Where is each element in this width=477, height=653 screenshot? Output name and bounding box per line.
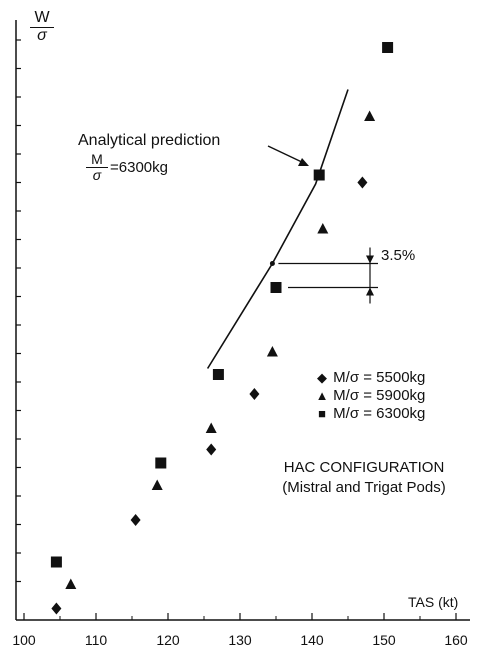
- data-point-triangle-1: [151, 479, 163, 490]
- legend-item-5900: ▲ M/σ = 5900kg: [315, 387, 426, 405]
- x-tick-label-140: 140: [300, 632, 324, 648]
- analytical-prediction-m: M: [86, 152, 108, 168]
- legend-item-6300: ■ M/σ = 6300kg: [315, 405, 425, 423]
- x-tick-label-150: 150: [372, 632, 396, 648]
- legend-triangle-icon: ▲: [315, 388, 329, 403]
- data-point-square-1: [155, 457, 167, 469]
- y-axis-label-denominator: σ: [37, 27, 47, 44]
- x-tick-label-160: 160: [444, 632, 468, 648]
- x-tick-label-120: 120: [156, 632, 180, 648]
- analytical-prediction-label: Analytical prediction: [78, 132, 221, 149]
- legend-diamond-icon: ◆: [317, 370, 327, 385]
- configuration-subtitle: (Mistral and Trigat Pods): [282, 479, 446, 496]
- x-tick-label-130: 130: [228, 632, 252, 648]
- gap-arrowhead-bottom: [366, 287, 374, 296]
- analytical-prediction-fraction: M σ: [86, 152, 108, 183]
- data-point-triangle-0: [65, 578, 77, 589]
- legend-label-5500: M/σ = 5500kg: [333, 369, 426, 386]
- analytical-prediction-sigma: σ: [92, 167, 102, 183]
- analytical-prediction-pointer: [267, 145, 307, 165]
- legend-item-5500: ◆ M/σ = 5500kg: [315, 369, 425, 387]
- data-point-square-3: [270, 282, 282, 293]
- gap-annotation-label: 3.5%: [381, 247, 416, 264]
- x-axis-label: TAS (kt): [408, 594, 459, 610]
- data-point-triangle-3: [266, 346, 278, 357]
- data-point-square-4: [313, 169, 325, 181]
- configuration-title: HAC CONFIGURATION: [283, 459, 445, 476]
- data-point-diamond-2: [206, 443, 217, 456]
- analytical-prediction-value: =6300kg: [110, 159, 168, 176]
- data-point-square-5: [382, 42, 394, 53]
- data-point-diamond-1: [130, 514, 141, 526]
- legend-square-icon: ■: [318, 406, 326, 421]
- data-point-triangle-5: [364, 110, 376, 121]
- data-point-square-0: [50, 556, 62, 568]
- data-point-square-2: [212, 369, 224, 380]
- gap-arrowhead-top: [366, 255, 374, 264]
- x-tick-label-100: 100: [12, 632, 36, 648]
- data-point-diamond-3: [249, 388, 260, 400]
- analytical-prediction-arrowhead: [298, 158, 309, 166]
- data-point-triangle-4: [317, 223, 329, 234]
- gap-anchor-point: [269, 261, 275, 266]
- legend-label-5900: M/σ = 5900kg: [333, 387, 426, 404]
- y-axis-label-numerator: W: [30, 10, 54, 28]
- data-point-triangle-2: [205, 422, 217, 433]
- y-axis-label: W σ: [30, 10, 54, 44]
- x-tick-label-110: 110: [85, 632, 108, 648]
- analytical-prediction-line: [206, 89, 349, 369]
- data-point-diamond-4: [357, 176, 368, 189]
- data-point-diamond-0: [51, 602, 62, 615]
- legend-label-6300: M/σ = 6300kg: [333, 405, 426, 422]
